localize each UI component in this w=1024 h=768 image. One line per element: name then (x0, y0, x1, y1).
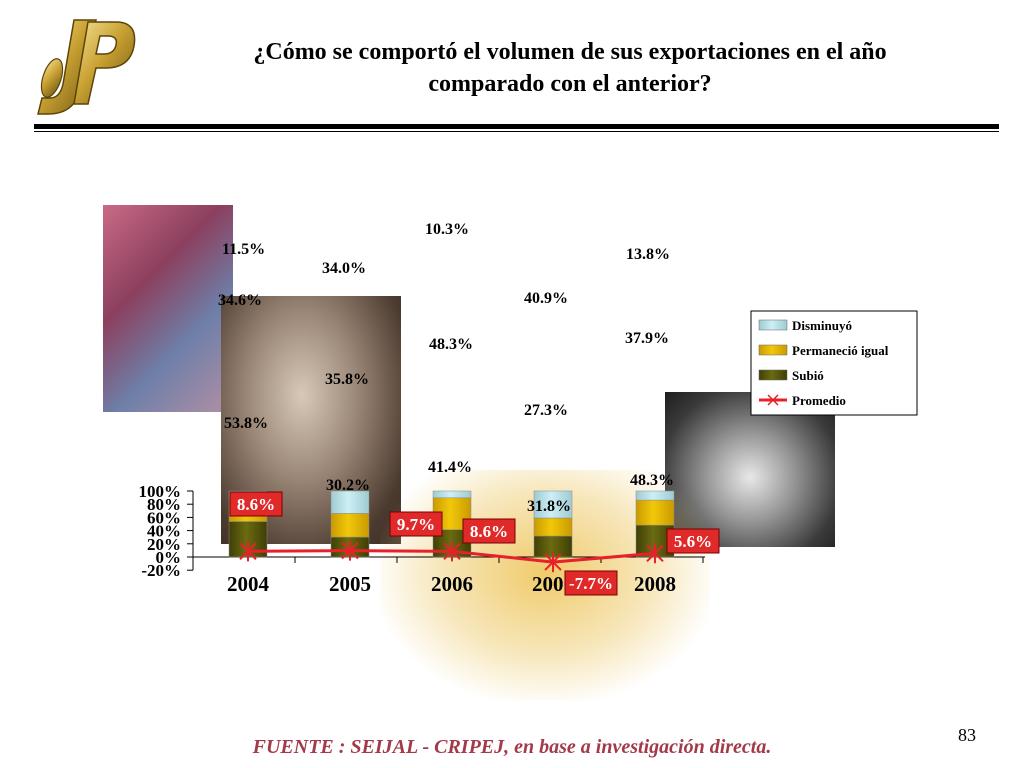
bar-value-label: 34.0% (322, 260, 366, 277)
bar-value-label: 48.3% (429, 336, 473, 353)
y-tick-label: 100% (139, 482, 182, 501)
promedio-marker (239, 541, 257, 562)
background-photo-girl (103, 205, 233, 412)
bar-permanecio-igual (635, 499, 675, 526)
promedio-label-box (666, 528, 720, 554)
bar-value-label: 53.8% (224, 415, 268, 432)
promedio-label-box (389, 511, 443, 537)
bar-permanecio-igual (533, 517, 573, 537)
promedio-marker (341, 540, 359, 561)
bar-value-label: 30.2% (326, 477, 370, 494)
legend-swatch (758, 319, 788, 331)
bar-disminuyo (432, 490, 472, 499)
bar-value-label: 41.4% (428, 459, 472, 476)
x-tick-label: 2006 (431, 572, 473, 596)
bar-value-label: 40.9% (524, 290, 568, 307)
promedio-label: 5.6% (674, 532, 712, 551)
bar-value-label: 13.8% (626, 246, 670, 263)
title-divider (34, 124, 999, 129)
legend-label: Subió (792, 368, 824, 383)
legend-label: Disminuyó (792, 318, 852, 333)
y-tick-label: 20% (147, 535, 181, 554)
promedio-label-box (229, 491, 283, 517)
bar-value-label: 10.3% (425, 221, 469, 238)
bar-disminuyo (330, 490, 370, 514)
bar-value-label: 11.5% (222, 241, 265, 258)
bar-value-label: 35.8% (325, 371, 369, 388)
promedio-label-box (564, 570, 618, 596)
promedio-label: 8.6% (237, 495, 275, 514)
bar-value-label: 37.9% (625, 330, 669, 347)
y-tick-label: -20% (141, 561, 181, 580)
promedio-marker (646, 543, 664, 564)
bar-value-label: 34.6% (218, 292, 262, 309)
x-tick-label: 2004 (227, 572, 270, 596)
y-tick-label: 80% (147, 495, 181, 514)
slide-title: ¿Cómo se comportó el volumen de sus expo… (160, 36, 980, 100)
promedio-label: 8.6% (470, 522, 508, 541)
bar-value-label: 48.3% (630, 472, 674, 489)
bar-value-label: 27.3% (524, 402, 568, 419)
title-line-2: comparado con el anterior? (428, 71, 712, 97)
jsp-logo (37, 19, 136, 115)
promedio-label: 9.7% (397, 515, 435, 534)
bar-permanecio-igual (330, 513, 370, 538)
title-divider-thin (34, 131, 999, 132)
legend-label: Promedio (792, 393, 846, 408)
promedio-label: -7.7% (569, 574, 613, 593)
promedio-marker (544, 552, 562, 573)
title-line-1: ¿Cómo se comportó el volumen de sus expo… (253, 39, 887, 65)
page-number: 83 (958, 725, 976, 745)
legend-swatch (758, 344, 788, 356)
bar-disminuyo (533, 490, 573, 519)
legend-label: Permaneció igual (792, 343, 889, 358)
y-tick-label: 40% (147, 522, 181, 541)
legend-swatch (758, 369, 788, 381)
legend-swatch-marker (767, 394, 779, 406)
bar-disminuyo (635, 490, 675, 501)
x-tick-label: 2005 (329, 572, 371, 596)
promedio-marker (443, 541, 461, 562)
promedio-label-box (462, 518, 516, 544)
y-tick-label: 0% (156, 548, 182, 567)
y-tick-label: 60% (147, 508, 181, 527)
source-note: FUENTE : SEIJAL - CRIPEJ, en base a inve… (252, 736, 772, 758)
bar-value-label: 31.8% (527, 498, 571, 515)
x-tick-label: 2008 (634, 572, 676, 596)
